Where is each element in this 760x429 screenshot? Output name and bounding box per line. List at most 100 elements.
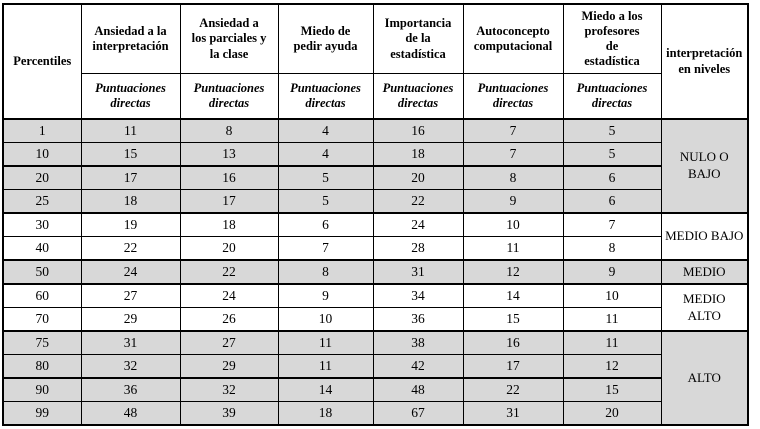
- value-cell: 9: [277, 283, 374, 308]
- value-cell: 11: [462, 236, 564, 261]
- value-cell: 36: [80, 377, 181, 402]
- value-cell: 24: [80, 259, 181, 285]
- value-cell: 7: [277, 236, 374, 261]
- percentile-cell: 75: [2, 330, 82, 355]
- value-cell: 20: [179, 236, 279, 261]
- value-cell: 22: [462, 377, 564, 402]
- level-cell: MEDIO ALTO: [660, 283, 749, 332]
- table-row: 30 19 18 6 24 10 7 MEDIO BAJO: [2, 212, 749, 261]
- value-cell: 6: [562, 165, 662, 190]
- header-cell-4: Importancia de la estadística: [372, 3, 464, 74]
- value-cell: 26: [179, 307, 279, 332]
- percentile-cell: 10: [2, 142, 82, 167]
- level-cell: MEDIO BAJO: [660, 212, 749, 261]
- header-cell-3: Miedo de pedir ayuda: [277, 3, 374, 74]
- value-cell: 27: [80, 283, 181, 308]
- percentile-norms-table: Percentiles Ansiedad a la interpretación A…: [2, 3, 749, 426]
- value-cell: 14: [277, 377, 374, 402]
- value-cell: 11: [562, 330, 662, 355]
- header-subcell-1: Puntuaciones directas: [80, 73, 181, 120]
- table-row: 80 32 29 11 42 17 12: [2, 354, 748, 379]
- header-cell-2: Ansiedad a los parciales y la clase: [179, 3, 279, 74]
- value-cell: 36: [372, 307, 464, 332]
- value-cell: 48: [372, 377, 464, 402]
- value-cell: 12: [462, 259, 564, 285]
- header-subcell-5: Puntuaciones directas: [462, 73, 564, 120]
- percentile-cell: 30: [2, 212, 82, 237]
- value-cell: 16: [372, 118, 464, 143]
- header-cell-0: Percentiles: [2, 3, 82, 120]
- value-cell: 4: [277, 118, 374, 143]
- value-cell: 15: [562, 377, 662, 402]
- value-cell: 38: [372, 330, 464, 355]
- table-row: 70 29 26 10 36 15 11: [2, 307, 748, 332]
- value-cell: 10: [562, 283, 662, 308]
- value-cell: 15: [462, 307, 564, 332]
- value-cell: 6: [277, 212, 374, 237]
- header-subcell-3: Puntuaciones directas: [277, 73, 374, 120]
- value-cell: 7: [562, 212, 662, 237]
- value-cell: 24: [179, 283, 279, 308]
- value-cell: 39: [179, 401, 279, 426]
- value-cell: 5: [277, 189, 374, 214]
- value-cell: 5: [562, 118, 662, 143]
- percentile-cell: 1: [2, 118, 82, 143]
- value-cell: 28: [372, 236, 464, 261]
- value-cell: 32: [80, 354, 181, 379]
- table-row: 20 17 16 5 20 8 6: [2, 165, 748, 190]
- header-cell-7: interpretación en niveles: [660, 3, 749, 120]
- header-subcell-2: Puntuaciones directas: [179, 73, 279, 120]
- value-cell: 19: [80, 212, 181, 237]
- table-row: 25 18 17 5 22 9 6: [2, 189, 748, 214]
- value-cell: 22: [372, 189, 464, 214]
- value-cell: 17: [462, 354, 564, 379]
- header-cell-5: Autoconcepto computacional: [462, 3, 564, 74]
- value-cell: 8: [462, 165, 564, 190]
- value-cell: 29: [179, 354, 279, 379]
- table-row: 99 48 39 18 67 31 20: [2, 401, 748, 426]
- table-row: 90 36 32 14 48 22 15: [2, 377, 748, 402]
- value-cell: 16: [462, 330, 564, 355]
- value-cell: 67: [372, 401, 464, 426]
- value-cell: 42: [372, 354, 464, 379]
- value-cell: 8: [179, 118, 279, 143]
- value-cell: 17: [80, 165, 181, 190]
- value-cell: 11: [277, 330, 374, 355]
- value-cell: 9: [562, 259, 662, 285]
- value-cell: 7: [462, 142, 564, 167]
- table-row: 50 24 22 8 31 12 9 MEDIO: [2, 259, 749, 285]
- header-row-titles: Percentiles Ansiedad a la interpretación A…: [2, 3, 749, 120]
- percentile-cell: 80: [2, 354, 82, 379]
- table-row: 75 31 27 11 38 16 11 ALTO: [2, 330, 749, 426]
- table-row: 40 22 20 7 28 11 8: [2, 236, 748, 261]
- value-cell: 11: [562, 307, 662, 332]
- value-cell: 31: [462, 401, 564, 426]
- value-cell: 7: [462, 118, 564, 143]
- header-row-subs: Puntuaciones directas Puntuaciones direct…: [3, 73, 748, 120]
- table-row: 60 27 24 9 34 14 10 MEDIO ALTO: [2, 283, 749, 332]
- percentile-cell: 25: [2, 189, 82, 214]
- value-cell: 32: [179, 377, 279, 402]
- value-cell: 31: [372, 259, 464, 285]
- value-cell: 17: [179, 189, 279, 214]
- value-cell: 4: [277, 142, 374, 167]
- level-cell: MEDIO: [660, 259, 749, 285]
- table-row: 10 15 13 4 18 7 5: [2, 142, 748, 167]
- value-cell: 16: [179, 165, 279, 190]
- value-cell: 20: [562, 401, 662, 426]
- percentile-cell: 50: [2, 259, 82, 285]
- value-cell: 8: [277, 259, 374, 285]
- value-cell: 18: [80, 189, 181, 214]
- value-cell: 20: [372, 165, 464, 190]
- value-cell: 22: [80, 236, 181, 261]
- value-cell: 8: [562, 236, 662, 261]
- value-cell: 13: [179, 142, 279, 167]
- value-cell: 6: [562, 189, 662, 214]
- percentile-cell: 40: [2, 236, 82, 261]
- value-cell: 34: [372, 283, 464, 308]
- value-cell: 11: [80, 118, 181, 143]
- table-body: 1 11 8 4 16 7 5 NULO O BAJO 10 15 13 4 18 7 5 20 17 16 5 20…: [2, 118, 749, 426]
- value-cell: 5: [277, 165, 374, 190]
- value-cell: 48: [80, 401, 181, 426]
- level-cell: ALTO: [660, 330, 749, 426]
